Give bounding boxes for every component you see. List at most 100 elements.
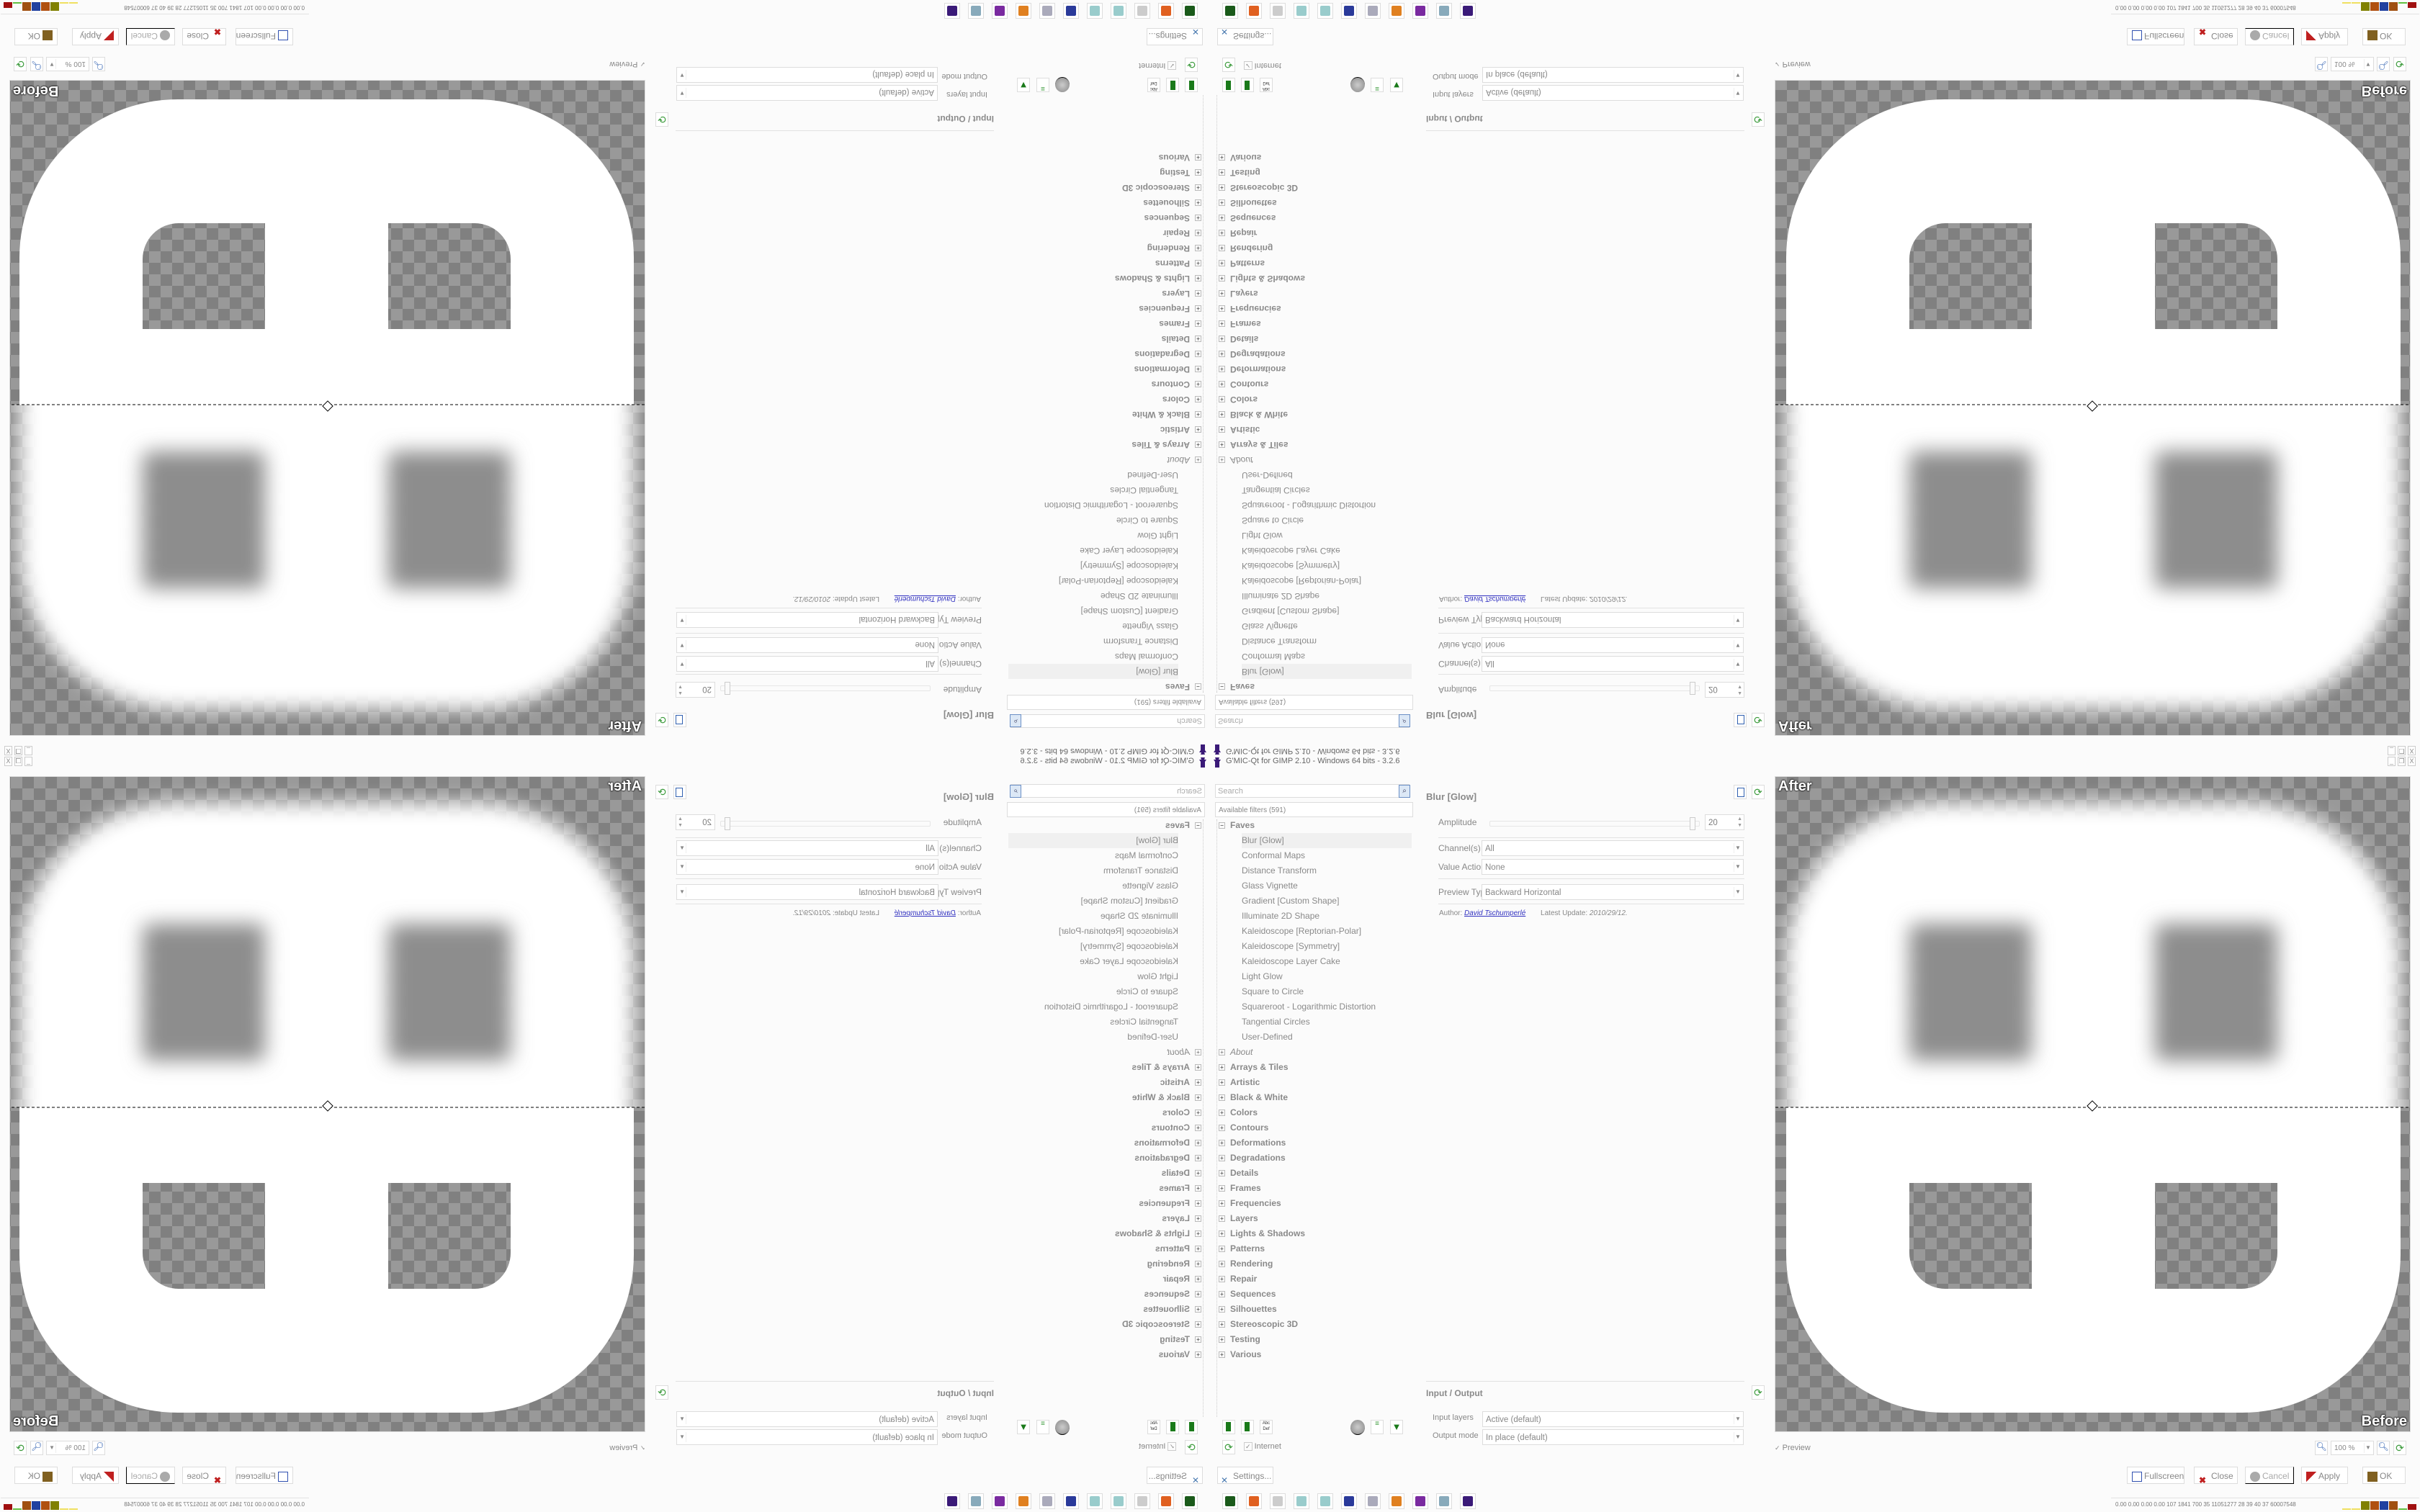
search-input[interactable]: Search bbox=[1215, 784, 1410, 798]
expand-icon[interactable]: + bbox=[1195, 1306, 1201, 1313]
expand-icon[interactable]: + bbox=[1219, 365, 1225, 372]
search-input[interactable]: Search bbox=[1010, 784, 1205, 798]
tree-category[interactable]: + Rendering bbox=[1219, 1256, 1273, 1272]
notepad-icon[interactable] bbox=[1294, 1493, 1309, 1509]
tree-category[interactable]: + About bbox=[1219, 1045, 1252, 1060]
expand-icon[interactable]: + bbox=[1195, 1064, 1201, 1071]
floppy-64-icon[interactable] bbox=[1341, 1493, 1357, 1509]
settings-button[interactable]: ✕ Settings... bbox=[1217, 1467, 1273, 1485]
amplitude-spinbox[interactable]: 20 ▲ ▼ bbox=[1705, 682, 1744, 698]
zoom-out-icon[interactable]: 🔍︎ bbox=[92, 57, 105, 71]
refresh-filters-icon[interactable]: ⟳ bbox=[1185, 58, 1198, 72]
gmic-wizard-icon[interactable] bbox=[1460, 1493, 1476, 1509]
preview-canvas[interactable]: After Before bbox=[1775, 80, 2411, 736]
remove-fave-icon[interactable] bbox=[1166, 78, 1179, 92]
close-window-button[interactable]: X bbox=[2408, 746, 2416, 755]
selective-list-icon[interactable]: ≡ bbox=[1371, 78, 1384, 92]
tree-item-fave[interactable]: Square to Circle bbox=[1242, 986, 1304, 996]
blender-icon[interactable] bbox=[1389, 3, 1404, 19]
reset-io-icon[interactable]: ⟳ bbox=[655, 112, 668, 127]
channels-select[interactable]: All ▼ bbox=[1482, 656, 1744, 672]
tree-category[interactable]: + Testing bbox=[1160, 1332, 1201, 1347]
terminal-icon[interactable] bbox=[1182, 3, 1198, 19]
tree-category[interactable]: + Rendering bbox=[1147, 240, 1201, 256]
tree-category[interactable]: + Artistic bbox=[1219, 422, 1260, 437]
reset-zoom-icon[interactable]: ⟳ bbox=[2393, 57, 2406, 71]
rename-fave-icon[interactable]: Abc Def bbox=[1147, 78, 1160, 92]
expand-icon[interactable]: + bbox=[1195, 1276, 1201, 1283]
amplitude-slider-handle[interactable] bbox=[724, 682, 730, 695]
output-mode-select[interactable]: In place (default) ▼ bbox=[1482, 67, 1744, 83]
tree-category[interactable]: + Colors bbox=[1162, 1105, 1201, 1120]
rename-fave-icon[interactable]: Abc Def bbox=[1147, 1420, 1160, 1434]
tree-item-fave[interactable]: Glass Vignette bbox=[1242, 881, 1298, 891]
expand-collapse-icon[interactable]: ▼ bbox=[1390, 1420, 1403, 1434]
tree-item-fave[interactable]: Square to Circle bbox=[1242, 516, 1304, 526]
reset-io-icon[interactable]: ⟳ bbox=[1752, 1385, 1765, 1400]
expand-icon[interactable]: + bbox=[1219, 1094, 1225, 1102]
tree-category[interactable]: + Frequencies bbox=[1139, 301, 1201, 316]
tree-item-fave[interactable]: User-Defined bbox=[1127, 470, 1178, 480]
split-handle[interactable] bbox=[2087, 400, 2098, 412]
tree-category[interactable]: + Artistic bbox=[1160, 1075, 1201, 1090]
expand-icon[interactable]: + bbox=[1219, 1155, 1225, 1162]
tree-category[interactable]: + Testing bbox=[1219, 1332, 1260, 1347]
amplitude-slider[interactable] bbox=[720, 821, 931, 827]
minimize-button[interactable]: _ bbox=[2388, 746, 2396, 755]
expand-icon[interactable]: + bbox=[1195, 1155, 1201, 1162]
zoom-select[interactable]: 100 % ▼ bbox=[2331, 57, 2374, 71]
tree-item-fave[interactable]: Illuminate 2D Shape bbox=[1100, 591, 1178, 601]
tree-category[interactable]: + Stereoscopic 3D bbox=[1219, 1317, 1298, 1332]
tree-category[interactable]: + Sequences bbox=[1219, 1287, 1276, 1302]
tree-category[interactable]: + Frames bbox=[1219, 1181, 1261, 1196]
amplitude-slider-handle[interactable] bbox=[1690, 682, 1696, 695]
tree-item-fave[interactable]: Kaleidoscope [Symmetry] bbox=[1242, 941, 1340, 951]
tree-category[interactable]: + Frequencies bbox=[1219, 1196, 1281, 1211]
tree-item-fave[interactable]: Kaleidoscope [Symmetry] bbox=[1080, 941, 1178, 951]
expand-icon[interactable]: + bbox=[1195, 289, 1201, 297]
tree-category[interactable]: + About bbox=[1168, 452, 1201, 467]
expand-icon[interactable]: + bbox=[1195, 395, 1201, 402]
expand-icon[interactable]: + bbox=[1195, 168, 1201, 176]
terminal-icon[interactable] bbox=[1222, 1493, 1238, 1509]
tree-item-fave[interactable]: Squareroot - Logarithmic Distortion bbox=[1242, 500, 1376, 510]
preview-checkbox[interactable]: ✓ Preview bbox=[609, 1444, 645, 1452]
close-button[interactable]: ✖ Close bbox=[2194, 27, 2238, 45]
tree-category[interactable]: + Details bbox=[1219, 1166, 1258, 1181]
expand-icon[interactable]: + bbox=[1219, 1261, 1225, 1268]
close-window-button[interactable]: X bbox=[4, 757, 12, 766]
remove-fave-icon[interactable] bbox=[1241, 78, 1254, 92]
tree-item-fave[interactable]: Gradient [Custom Shape] bbox=[1080, 896, 1178, 906]
expand-icon[interactable]: + bbox=[1195, 1200, 1201, 1207]
tree-category[interactable]: + Lights & Shadows bbox=[1219, 1226, 1305, 1241]
tree-category[interactable]: + Silhouettes bbox=[1219, 1302, 1277, 1317]
tree-category[interactable]: + Artistic bbox=[1160, 422, 1201, 437]
expand-icon[interactable]: + bbox=[1195, 320, 1201, 327]
tree-category[interactable]: + Various bbox=[1219, 150, 1261, 165]
close-button[interactable]: ✖ Close bbox=[2194, 1467, 2238, 1485]
tree-category-faves[interactable]: −Faves bbox=[1165, 679, 1201, 694]
channels-select[interactable]: All ▼ bbox=[676, 656, 938, 672]
app-icon[interactable] bbox=[1270, 3, 1286, 19]
split-handle[interactable] bbox=[322, 400, 333, 412]
tree-category[interactable]: + Deformations bbox=[1134, 361, 1201, 377]
tree-category[interactable]: + Contours bbox=[1152, 377, 1201, 392]
tree-category[interactable]: + Contours bbox=[1152, 1120, 1201, 1135]
notepad-icon[interactable] bbox=[1087, 3, 1103, 19]
tree-category[interactable]: + Sequences bbox=[1144, 1287, 1201, 1302]
zoom-in-icon[interactable]: 🔍︎ bbox=[2377, 1441, 2390, 1455]
calculator-icon[interactable] bbox=[1436, 1493, 1452, 1509]
expand-icon[interactable]: + bbox=[1195, 229, 1201, 236]
tree-item-fave[interactable]: Illuminate 2D Shape bbox=[1242, 591, 1320, 601]
reset-io-icon[interactable]: ⟳ bbox=[1752, 112, 1765, 127]
gmic-wizard-icon[interactable] bbox=[1460, 3, 1476, 19]
split-handle[interactable] bbox=[322, 1100, 333, 1112]
expand-icon[interactable]: + bbox=[1195, 1110, 1201, 1117]
tree-item-fave[interactable]: Tangential Circles bbox=[1110, 485, 1178, 495]
author-link[interactable]: David Tschumperlé bbox=[894, 595, 956, 603]
search-input[interactable]: Search bbox=[1215, 714, 1410, 728]
cancel-button[interactable]: Cancel bbox=[126, 28, 175, 45]
tree-category[interactable]: + Rendering bbox=[1219, 240, 1273, 256]
ok-button[interactable]: OK bbox=[2362, 1467, 2406, 1484]
expand-icon[interactable]: + bbox=[1219, 1110, 1225, 1117]
